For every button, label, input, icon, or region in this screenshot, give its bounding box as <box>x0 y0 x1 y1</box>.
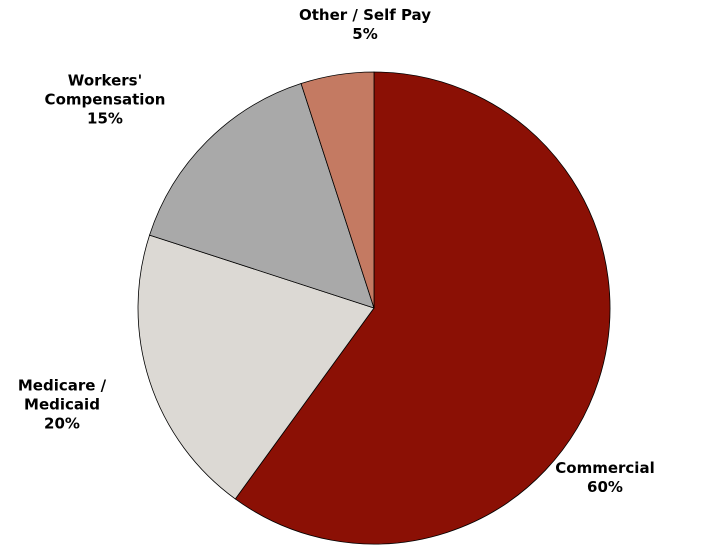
slice-value: 5% <box>352 25 378 43</box>
slice-value: 20% <box>44 414 80 433</box>
slice-value: 60% <box>587 478 623 496</box>
slice-label: Workers' Compensation 15% <box>45 72 166 129</box>
slice-name: Workers' Compensation <box>44 71 166 109</box>
slice-name: Medicare / Medicaid <box>17 376 107 414</box>
slice-label: Medicare / Medicaid 20% <box>18 377 106 434</box>
slice-label: Other / Self Pay 5% <box>299 6 431 44</box>
slice-name: Commercial <box>555 459 655 477</box>
slice-value: 15% <box>87 109 123 128</box>
pie-slice <box>300 71 375 309</box>
slice-name: Other / Self Pay <box>299 6 431 24</box>
pie-slice <box>149 83 375 309</box>
pie-slice <box>234 71 611 545</box>
slice-label: Commercial 60% <box>555 459 654 497</box>
pie-slice <box>137 234 375 500</box>
